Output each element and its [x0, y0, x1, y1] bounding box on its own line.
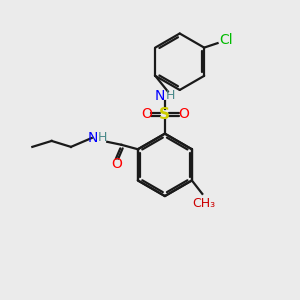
- Text: CH₃: CH₃: [192, 197, 215, 210]
- Text: O: O: [178, 107, 189, 121]
- Text: S: S: [159, 107, 170, 122]
- Text: H: H: [166, 89, 175, 102]
- Text: N: N: [154, 89, 165, 103]
- Text: Cl: Cl: [219, 33, 233, 47]
- Text: N: N: [87, 131, 98, 145]
- Text: O: O: [141, 107, 152, 121]
- Text: O: O: [112, 157, 122, 171]
- Text: H: H: [98, 131, 107, 145]
